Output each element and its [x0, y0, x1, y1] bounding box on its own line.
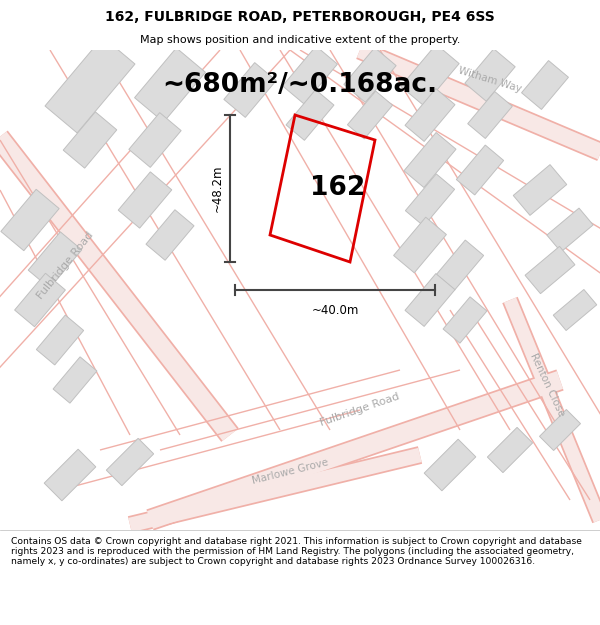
Polygon shape: [539, 409, 581, 451]
Polygon shape: [547, 208, 593, 252]
Polygon shape: [283, 46, 337, 104]
Polygon shape: [44, 449, 96, 501]
Text: Fulbridge Road: Fulbridge Road: [319, 392, 401, 428]
Polygon shape: [1, 189, 59, 251]
Polygon shape: [553, 289, 597, 331]
Polygon shape: [106, 438, 154, 486]
Text: Witham Way: Witham Way: [457, 66, 523, 94]
Polygon shape: [344, 48, 396, 102]
Polygon shape: [424, 439, 476, 491]
Text: Map shows position and indicative extent of the property.: Map shows position and indicative extent…: [140, 35, 460, 45]
Polygon shape: [525, 246, 575, 294]
Text: ~680m²/~0.168ac.: ~680m²/~0.168ac.: [163, 72, 437, 98]
Polygon shape: [286, 89, 334, 141]
Polygon shape: [436, 240, 484, 290]
Polygon shape: [146, 210, 194, 260]
Text: Contains OS data © Crown copyright and database right 2021. This information is : Contains OS data © Crown copyright and d…: [11, 537, 581, 566]
Polygon shape: [406, 174, 455, 226]
Polygon shape: [521, 61, 568, 109]
Polygon shape: [37, 315, 83, 365]
Text: Marlowe Grove: Marlowe Grove: [251, 458, 329, 486]
Polygon shape: [401, 44, 459, 106]
Text: ~48.2m: ~48.2m: [211, 165, 224, 212]
Polygon shape: [118, 172, 172, 228]
Text: Renton Close: Renton Close: [528, 352, 566, 418]
Polygon shape: [45, 37, 135, 133]
Polygon shape: [405, 274, 455, 326]
Text: 162: 162: [310, 175, 365, 201]
Polygon shape: [63, 112, 117, 168]
Polygon shape: [443, 297, 487, 343]
Polygon shape: [224, 62, 276, 118]
Polygon shape: [404, 132, 456, 188]
Polygon shape: [513, 164, 567, 216]
Text: 162, FULBRIDGE ROAD, PETERBOROUGH, PE4 6SS: 162, FULBRIDGE ROAD, PETERBOROUGH, PE4 6…: [105, 10, 495, 24]
Polygon shape: [405, 89, 455, 141]
Polygon shape: [347, 91, 392, 139]
Polygon shape: [467, 91, 512, 139]
Polygon shape: [134, 48, 205, 122]
Text: ~40.0m: ~40.0m: [311, 304, 359, 317]
Polygon shape: [457, 145, 503, 195]
Polygon shape: [53, 357, 97, 403]
Text: Fulbridge Road: Fulbridge Road: [35, 229, 95, 301]
Polygon shape: [465, 49, 515, 101]
Polygon shape: [28, 232, 82, 288]
Polygon shape: [487, 428, 533, 472]
Polygon shape: [394, 217, 446, 273]
Polygon shape: [129, 112, 181, 168]
Polygon shape: [14, 273, 65, 327]
